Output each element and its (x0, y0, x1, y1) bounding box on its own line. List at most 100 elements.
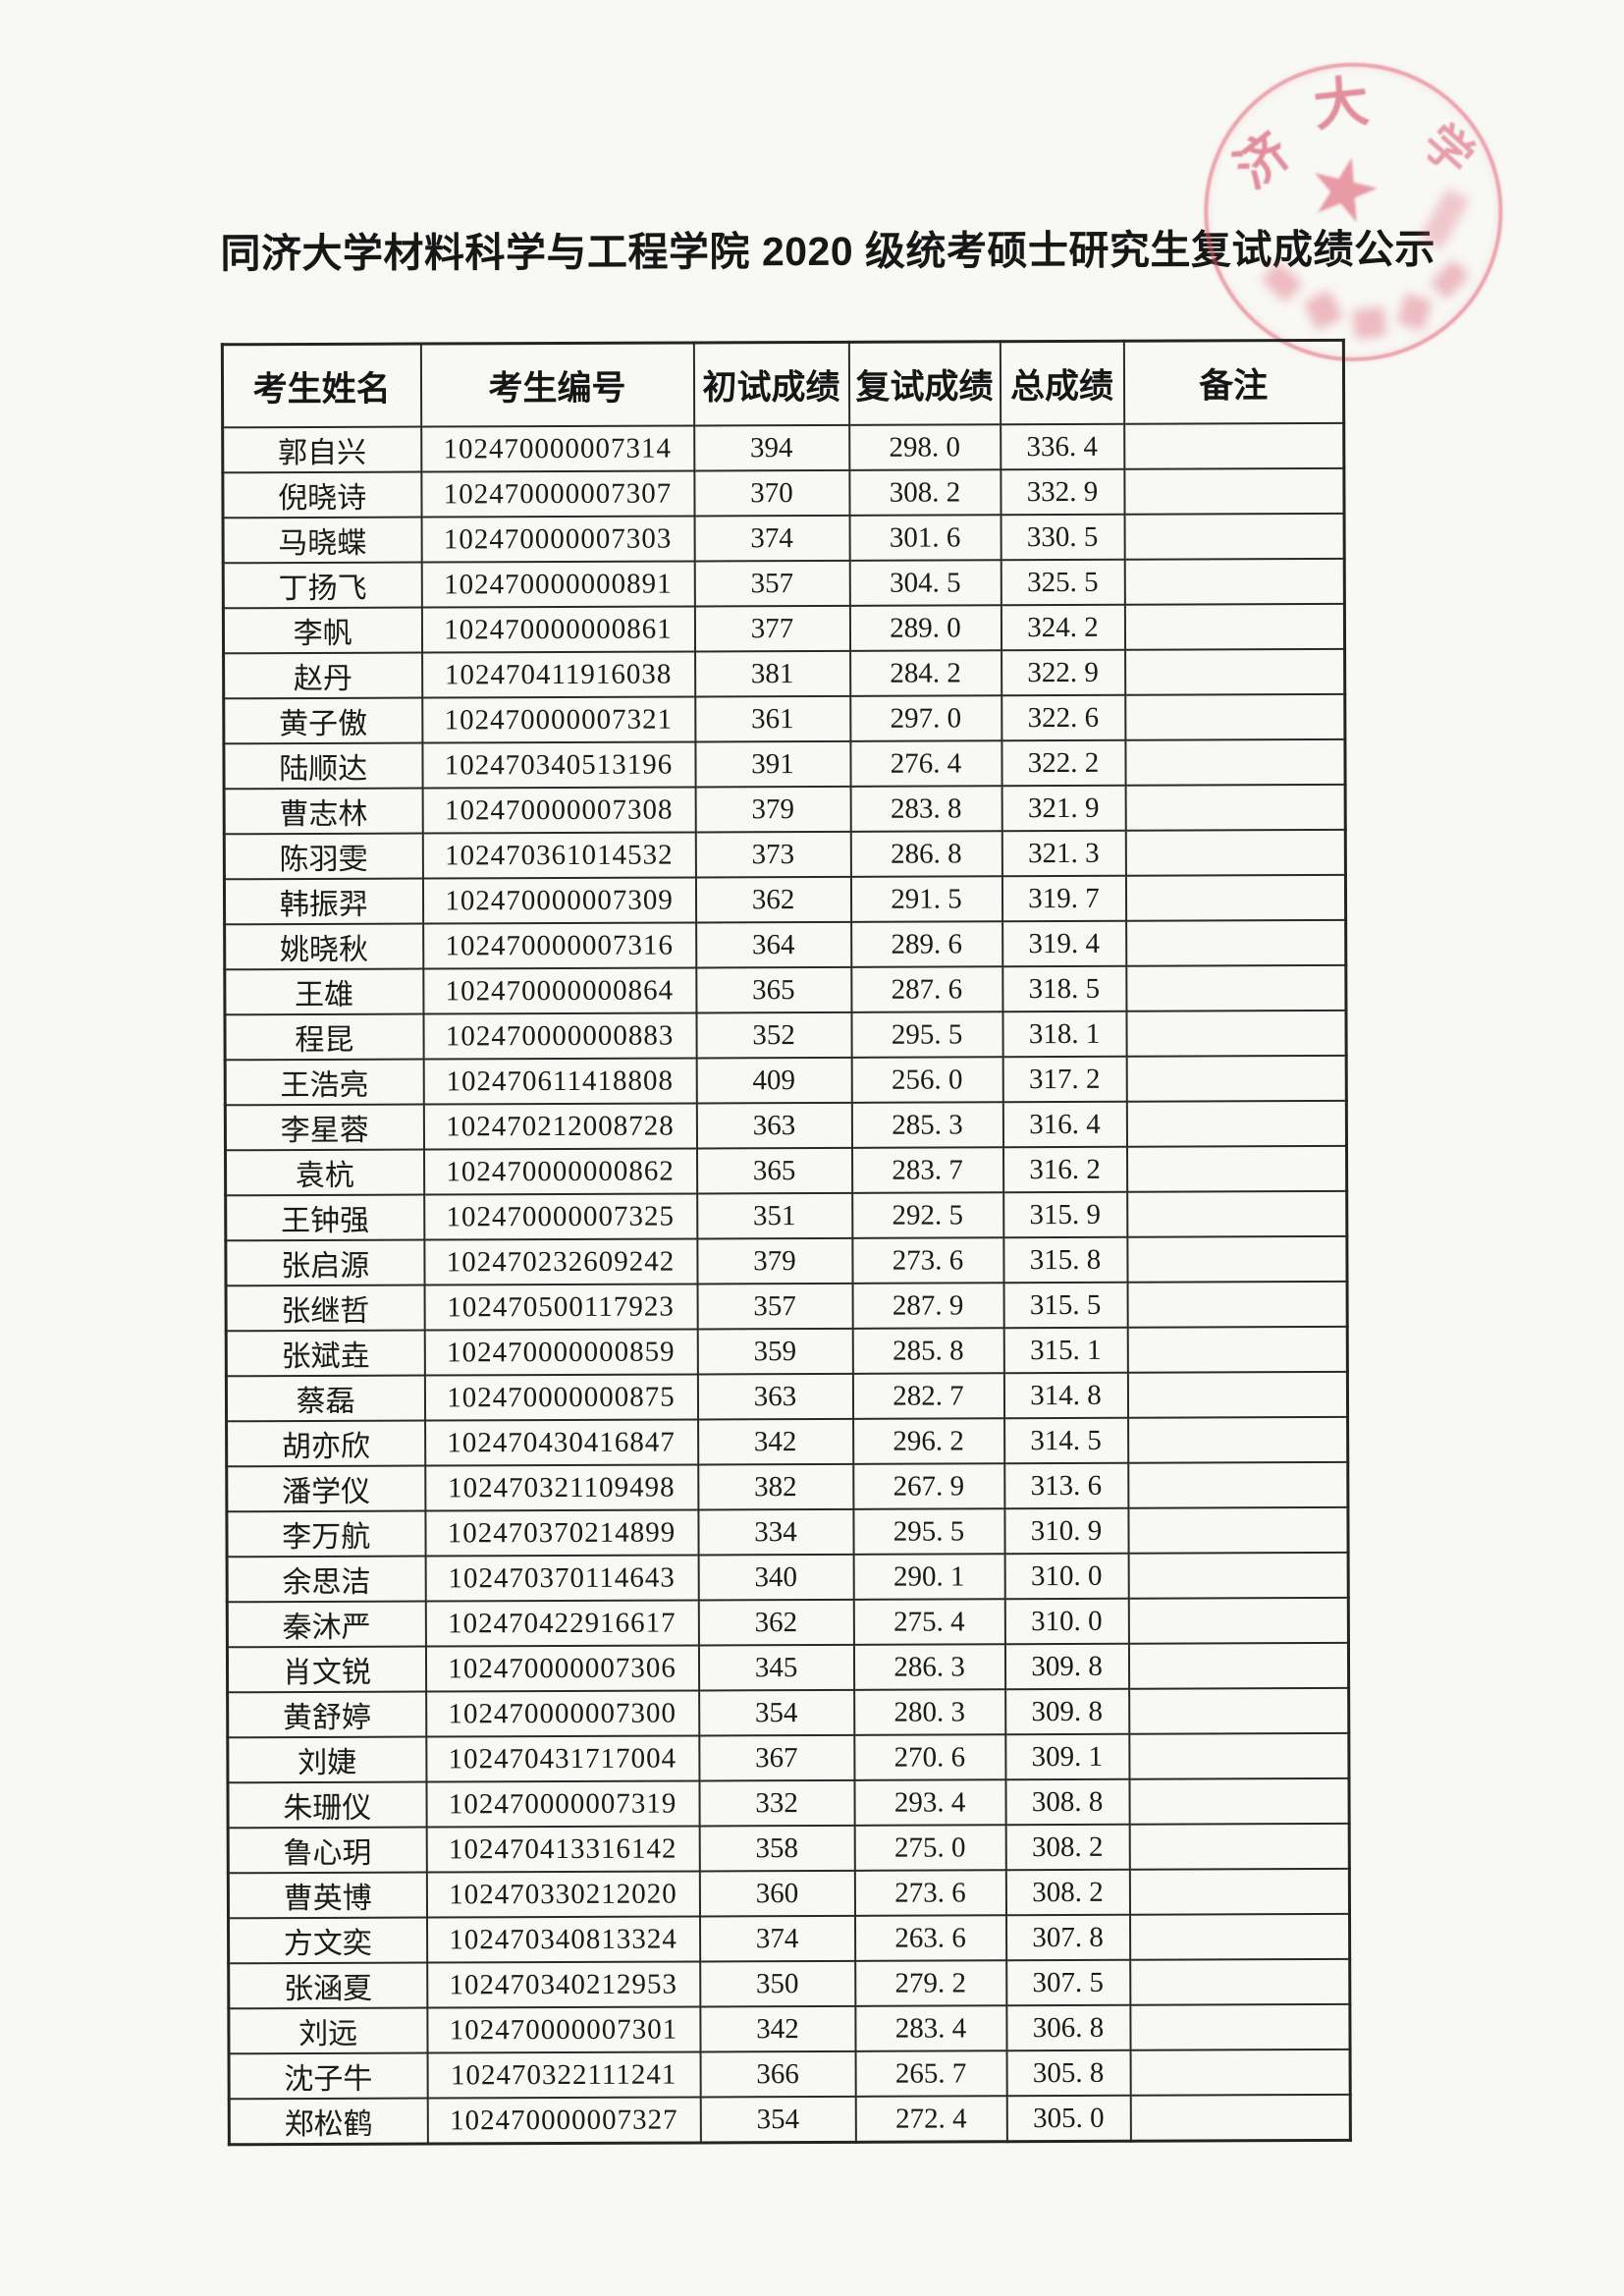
header-row: 考生姓名 考生编号 初试成绩 复试成绩 总成绩 备注 (222, 340, 1344, 428)
total-score-cell: 325. 5 (1001, 559, 1125, 606)
total-score-cell: 314. 5 (1003, 1417, 1128, 1464)
candidate-id-cell: 102470000007301 (426, 2006, 701, 2053)
table-row: 潘学仪 102470321109498 382 267. 9 313. 6 (226, 1461, 1348, 1512)
initial-score-cell: 377 (694, 605, 850, 652)
table-row: 沈子牛 102470322111241 366 265. 7 305. 8 (229, 2049, 1351, 2100)
table-row: 张继哲 102470500117923 357 287. 9 315. 5 (226, 1281, 1348, 1332)
initial-score-cell: 409 (696, 1057, 852, 1104)
candidate-id-cell: 102470000000864 (422, 967, 696, 1014)
stamp-character: 大 (1310, 70, 1373, 137)
retest-score-cell: 304. 5 (849, 560, 1001, 606)
candidate-name-cell: 李万航 (226, 1510, 426, 1558)
table-row: 王钟强 102470000007325 351 292. 5 315. 9 (225, 1190, 1347, 1241)
remark-cell (1127, 1416, 1348, 1463)
initial-score-cell: 374 (694, 515, 850, 562)
initial-score-cell: 367 (698, 1734, 854, 1781)
remark-cell (1129, 1823, 1350, 1870)
candidate-id-cell: 102470000000862 (423, 1148, 697, 1195)
retest-score-cell: 283. 7 (851, 1147, 1003, 1193)
table-row: 刘婕 102470431717004 367 270. 6 309. 1 (227, 1732, 1349, 1783)
total-score-cell: 305. 0 (1006, 2095, 1131, 2142)
initial-score-cell: 391 (694, 740, 851, 788)
candidate-name-cell: 肖文锐 (227, 1646, 426, 1693)
retest-score-cell: 284. 2 (849, 650, 1001, 696)
retest-score-cell: 273. 6 (854, 1870, 1006, 1916)
candidate-name-cell: 郭自兴 (222, 426, 421, 473)
remark-cell (1128, 1687, 1349, 1734)
candidate-name-cell: 鲁心玥 (228, 1827, 427, 1874)
total-score-cell: 336. 4 (1000, 423, 1124, 470)
remark-cell (1124, 513, 1345, 560)
remark-cell (1125, 1010, 1347, 1057)
remark-cell (1125, 919, 1346, 966)
total-score-cell: 309. 1 (1004, 1733, 1129, 1780)
candidate-name-cell: 张启源 (225, 1239, 425, 1286)
table-row: 秦沐严 102470422916617 362 275. 4 310. 0 (227, 1597, 1349, 1648)
initial-score-cell: 360 (699, 1870, 855, 1917)
initial-score-cell: 351 (696, 1192, 852, 1239)
retest-score-cell: 272. 4 (855, 2096, 1007, 2143)
total-score-cell: 319. 4 (1001, 920, 1126, 967)
header-remark: 备注 (1123, 340, 1344, 424)
candidate-name-cell: 陈羽雯 (224, 833, 423, 880)
table-row: 刘远 102470000007301 342 283. 4 306. 8 (228, 2003, 1351, 2054)
initial-score-cell: 373 (695, 831, 851, 878)
candidate-id-cell: 102470000000875 (424, 1374, 698, 1421)
candidate-name-cell: 朱珊仪 (227, 1781, 427, 1829)
table-row: 张启源 102470232609242 379 273. 6 315. 8 (225, 1235, 1348, 1286)
table-row: 袁杭 102470000000862 365 283. 7 316. 2 (225, 1145, 1347, 1196)
remark-cell (1128, 1732, 1349, 1779)
university-seal-stamp: 济 大 学 ★ (1203, 62, 1503, 362)
total-score-cell: 308. 2 (1005, 1869, 1130, 1916)
retest-score-cell: 265. 7 (855, 2050, 1007, 2097)
table-row: 鲁心玥 102470413316142 358 275. 0 308. 2 (228, 1823, 1350, 1874)
candidate-name-cell: 王雄 (224, 968, 423, 1015)
candidate-id-cell: 102470370214899 (424, 1509, 699, 1557)
retest-score-cell: 275. 4 (853, 1599, 1005, 1645)
candidate-name-cell: 黄舒婷 (227, 1691, 426, 1738)
total-score-cell: 306. 8 (1005, 2004, 1131, 2051)
candidate-name-cell: 王浩亮 (225, 1059, 424, 1106)
candidate-id-cell: 102470500117923 (424, 1284, 698, 1331)
retest-score-cell: 279. 2 (854, 1960, 1006, 2006)
initial-score-cell: 357 (697, 1283, 853, 1330)
initial-score-cell: 342 (697, 1418, 853, 1465)
candidate-name-cell: 韩振羿 (224, 878, 423, 925)
remark-cell (1125, 784, 1346, 831)
header-total-score: 总成绩 (1000, 341, 1124, 425)
remark-cell (1127, 1281, 1348, 1328)
remark-cell (1127, 1371, 1348, 1418)
table-row: 黄舒婷 102470000007300 354 280. 3 309. 8 (227, 1687, 1349, 1738)
candidate-name-cell: 沈子牛 (229, 2052, 428, 2100)
initial-score-cell: 361 (694, 695, 850, 742)
initial-score-cell: 394 (693, 424, 849, 471)
remark-cell (1126, 1190, 1347, 1237)
remark-cell (1126, 1235, 1348, 1283)
candidate-id-cell: 102470361014532 (422, 832, 696, 879)
candidate-id-cell: 102470000007307 (420, 470, 695, 518)
candidate-id-cell: 102470000000859 (424, 1329, 698, 1376)
document-title: 同济大学材料科学与工程学院 2020 级统考硕士研究生复试成绩公示 (220, 226, 1436, 277)
retest-score-cell: 286. 8 (850, 831, 1002, 877)
candidate-id-cell: 102470000007325 (423, 1193, 697, 1240)
candidate-id-cell: 102470000007309 (422, 877, 696, 924)
initial-score-cell: 382 (697, 1463, 853, 1510)
total-score-cell: 321. 3 (1001, 830, 1126, 877)
remark-cell (1129, 2003, 1351, 2050)
remark-cell (1128, 1642, 1349, 1689)
candidate-id-cell: 102470321109498 (424, 1464, 698, 1511)
initial-score-cell: 379 (696, 1237, 853, 1285)
remark-cell (1125, 829, 1346, 876)
scores-table: 考生姓名 考生编号 初试成绩 复试成绩 总成绩 备注 郭自兴 1024700000… (220, 338, 1352, 2147)
table-row: 郑松鹤 102470000007327 354 272. 4 305. 0 (229, 2094, 1351, 2145)
candidate-id-cell: 102470322111241 (427, 2051, 701, 2099)
retest-score-cell: 295. 5 (850, 1011, 1003, 1058)
table-header: 考生姓名 考生编号 初试成绩 复试成绩 总成绩 备注 (222, 340, 1344, 428)
initial-score-cell: 340 (698, 1554, 854, 1601)
header-candidate-name: 考生姓名 (222, 344, 421, 428)
total-score-cell: 322. 2 (1001, 739, 1126, 787)
candidate-name-cell: 潘学仪 (226, 1465, 425, 1512)
table-row: 蔡磊 102470000000875 363 282. 7 314. 8 (226, 1371, 1348, 1422)
remark-cell (1125, 964, 1346, 1011)
